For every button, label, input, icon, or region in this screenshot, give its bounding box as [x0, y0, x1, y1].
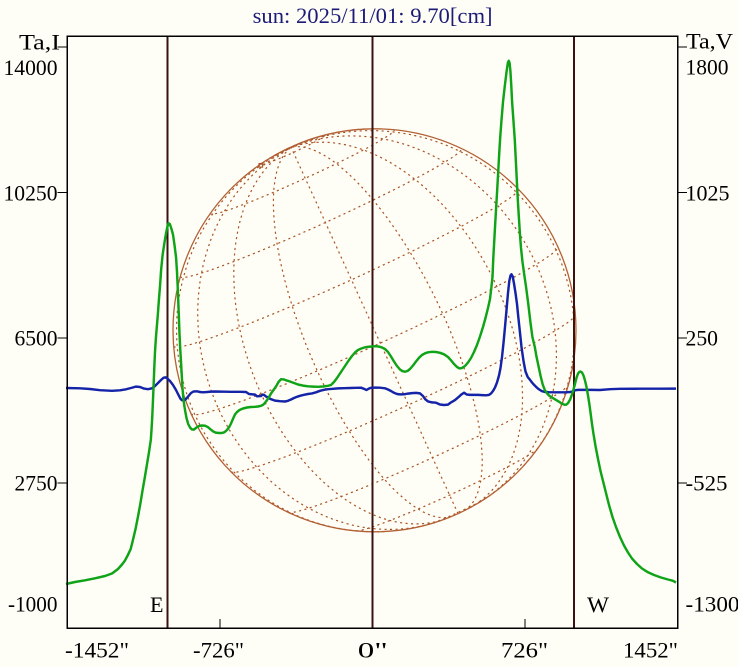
svg-text:sun: 2025/11/01: 9.70[cm]: sun: 2025/11/01: 9.70[cm] — [253, 3, 493, 28]
svg-text:726": 726" — [501, 638, 548, 663]
svg-text:1452": 1452" — [623, 638, 678, 663]
svg-text:E: E — [150, 592, 164, 617]
svg-text:14000: 14000 — [4, 55, 58, 80]
svg-text:W: W — [587, 592, 610, 617]
svg-text:Ta,V: Ta,V — [686, 29, 733, 54]
svg-text:10250: 10250 — [4, 180, 58, 205]
svg-text:250: 250 — [686, 325, 719, 350]
svg-text:-525: -525 — [686, 471, 728, 496]
svg-text:0": 0" — [358, 638, 388, 663]
svg-text:2750: 2750 — [15, 471, 58, 496]
svg-text:-1300: -1300 — [686, 592, 738, 617]
svg-text:-1452": -1452" — [65, 638, 129, 663]
svg-text:-1000: -1000 — [8, 592, 58, 617]
svg-text:6500: 6500 — [15, 326, 58, 351]
svg-text:-726": -726" — [193, 638, 244, 663]
svg-text:1025: 1025 — [686, 180, 730, 205]
svg-text:1800: 1800 — [686, 55, 729, 80]
svg-text:Ta,I: Ta,I — [19, 30, 60, 55]
